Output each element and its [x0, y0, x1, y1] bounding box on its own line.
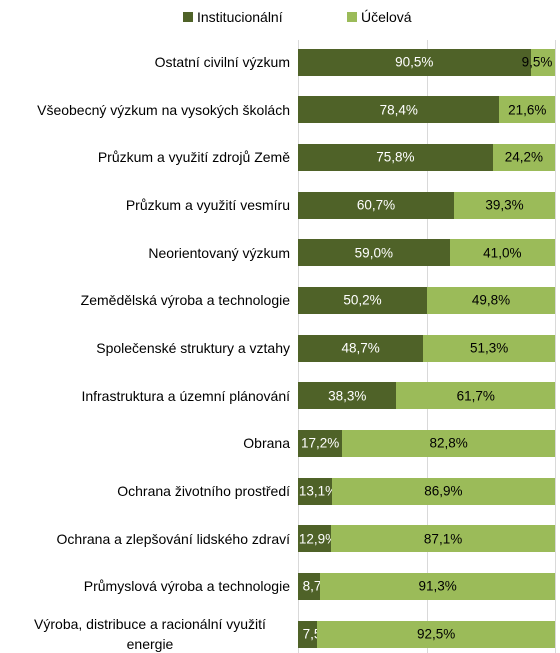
bar-segment	[331, 477, 555, 505]
bar-segment	[298, 477, 332, 505]
value-label: 59,0%	[354, 245, 393, 261]
bar-segment	[298, 96, 500, 124]
bar-segment	[298, 191, 454, 219]
category-label: Infrastruktura a územní plánování	[0, 376, 290, 416]
bar-segment	[453, 191, 555, 219]
category-label: Průmyslová výroba a technologie	[0, 566, 290, 606]
value-label: 50,2%	[343, 292, 382, 308]
category-label: Společenské struktury a vztahy	[0, 328, 290, 368]
category-text: Průmyslová výroba a technologie	[83, 578, 290, 595]
value-label: 12,9%	[298, 531, 338, 547]
value-label: 91,3%	[418, 578, 457, 594]
category-label: Obrana	[0, 423, 290, 463]
category-text: Průzkum a využití zdrojů Země	[97, 149, 290, 166]
value-label: 90,5%	[395, 54, 434, 70]
value-label: 60,7%	[356, 197, 396, 213]
bar-segment	[298, 382, 397, 410]
category-label: Zemědělská výroba a technologie	[0, 280, 290, 320]
legend-label: Účelová	[361, 9, 412, 25]
category-label: Ochrana životního prostředí	[0, 471, 290, 511]
bar-segment	[499, 96, 555, 124]
category-text: Neorientovaný výzkum	[148, 244, 290, 261]
bar-segment	[298, 429, 343, 457]
value-label: 49,8%	[471, 292, 511, 308]
category-label: Výroba, distribuce a racionální využití …	[0, 614, 290, 653]
category-label: Průzkum a využití zdrojů Země	[0, 137, 290, 177]
category-text: Průzkum a využití vesmíru	[125, 197, 290, 213]
grid-line	[555, 40, 556, 653]
category-label: Průzkum a využití vesmíru	[0, 185, 290, 225]
bar-segment	[298, 239, 450, 267]
bar-segment	[298, 525, 332, 553]
value-label: 78,4%	[379, 102, 418, 118]
category-text: Ostatní civilní výzkum	[154, 54, 290, 70]
bar-segment	[449, 239, 555, 267]
value-label: 61,7%	[456, 388, 495, 404]
bar-segment	[396, 382, 555, 410]
bar-segment	[298, 48, 531, 76]
bar-segment	[317, 620, 555, 648]
bar-segment	[331, 525, 555, 553]
value-label: 86,9%	[424, 483, 463, 499]
category-label: Ochrana a zlepšování lidského zdraví	[0, 519, 290, 559]
category-label: Neorientovaný výzkum	[0, 233, 290, 273]
bar-segment	[298, 620, 318, 648]
bar-segment	[342, 429, 555, 457]
value-label: 21,6%	[508, 102, 547, 118]
legend-swatch	[347, 12, 357, 22]
value-label: 39,3%	[485, 197, 524, 213]
legend-item: Účelová	[347, 9, 412, 25]
bar-segment	[427, 286, 555, 314]
bar-segment	[530, 48, 555, 76]
category-label: Všeobecný výzkum na vysokých školách	[0, 90, 290, 130]
value-label: 41,0%	[483, 245, 522, 261]
legend-swatch	[183, 12, 193, 22]
category-text: Ochrana a zlepšování lidského zdraví	[56, 530, 290, 547]
category-text: Infrastruktura a územní plánování	[81, 387, 290, 404]
value-label: 92,5%	[416, 626, 456, 642]
legend-item: Institucionální	[183, 9, 283, 25]
category-text: Výroba, distribuce a racionální využití …	[34, 616, 266, 653]
category-label: Ostatní civilní výzkum	[0, 42, 290, 82]
category-text: Všeobecný výzkum na vysokých školách	[37, 101, 290, 118]
category-text: Zemědělská výroba a technologie	[80, 292, 290, 309]
value-label: 87,1%	[423, 531, 463, 547]
value-label: 24,2%	[504, 149, 544, 165]
bar-segment	[423, 334, 555, 362]
category-text: Společenské struktury a vztahy	[96, 340, 290, 357]
value-label: 48,7%	[341, 340, 380, 356]
value-label: 17,2%	[300, 435, 340, 451]
value-label: 75,8%	[376, 149, 415, 165]
bar-segment	[298, 143, 493, 171]
bar-segment	[492, 143, 555, 171]
value-label: 13,1%	[298, 483, 338, 499]
value-label: 38,3%	[328, 388, 367, 404]
value-label: 82,8%	[429, 435, 468, 451]
category-text: Obrana	[243, 435, 290, 452]
legend-label: Institucionální	[197, 9, 283, 25]
category-text: Ochrana životního prostředí	[117, 483, 290, 500]
bar-segment	[320, 572, 555, 600]
value-label: 9,5%	[521, 54, 553, 70]
bar-segment	[298, 286, 427, 314]
bar-segment	[298, 572, 321, 600]
bar-segment	[298, 334, 424, 362]
value-label: 51,3%	[469, 340, 509, 356]
